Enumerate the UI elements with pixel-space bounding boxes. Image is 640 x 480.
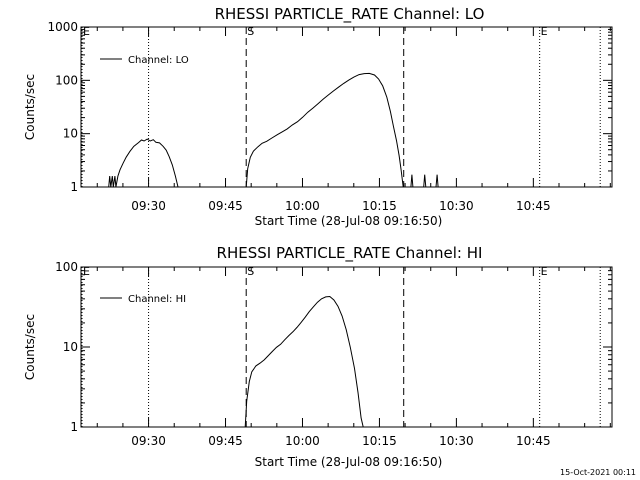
plot-frame <box>80 26 613 188</box>
annotation-label: E <box>83 265 90 278</box>
x-tick-label: 10:15 <box>362 434 397 448</box>
series-line-segment <box>245 72 404 188</box>
x-tick-label: 10:30 <box>439 199 474 213</box>
chart-title: RHESSI PARTICLE_RATE Channel: LO <box>215 5 485 24</box>
legend-label: Channel: HI <box>128 294 186 305</box>
annotation-label: S <box>247 265 254 278</box>
x-tick-label: 10:30 <box>439 434 474 448</box>
footer-timestamp: 15-Oct-2021 00:11 <box>560 468 636 477</box>
x-tick-label: 09:45 <box>208 199 243 213</box>
series-line-segment <box>244 295 364 428</box>
x-tick-label: 09:45 <box>208 434 243 448</box>
y-tick-label: 1000 <box>47 20 78 34</box>
series-line-segment <box>435 174 439 188</box>
x-tick-label: 10:45 <box>516 199 551 213</box>
y-axis-title: Counts/sec <box>23 314 37 380</box>
y-axis-title: Counts/sec <box>23 74 37 140</box>
x-tick-label: 10:45 <box>516 434 551 448</box>
annotation-label: E <box>83 25 90 38</box>
chart-panel-1: RHESSI PARTICLE_RATE Channel: HI 1 10 100 09… <box>23 244 613 469</box>
series-line-segment <box>423 174 427 188</box>
annotation-label: E <box>541 265 548 278</box>
y-tick-label: 10 <box>63 127 78 141</box>
y-tick-label: 1 <box>70 420 78 434</box>
y-tick-label: 100 <box>55 73 78 87</box>
legend-label: Channel: LO <box>128 55 189 66</box>
series-line-segment <box>108 138 179 188</box>
plot-frame <box>80 266 613 428</box>
annotation-label: S <box>247 25 254 38</box>
x-axis-title: Start Time (28-Jul-08 09:16:50) <box>255 455 443 469</box>
x-axis-title: Start Time (28-Jul-08 09:16:50) <box>255 214 443 228</box>
x-tick-label: 10:00 <box>285 434 320 448</box>
x-tick-label: 09:30 <box>131 199 166 213</box>
annotation-label: E <box>541 25 548 38</box>
x-tick-label: 09:30 <box>131 434 166 448</box>
y-tick-label: 10 <box>63 340 78 354</box>
chart-panel-0: RHESSI PARTICLE_RATE Channel: LO 1 10 100 10… <box>23 5 613 228</box>
y-tick-label: 1 <box>70 180 78 194</box>
x-tick-label: 10:15 <box>362 199 397 213</box>
y-tick-label: 100 <box>55 260 78 274</box>
chart-title: RHESSI PARTICLE_RATE Channel: HI <box>217 244 483 263</box>
series-line-segment <box>410 174 414 188</box>
x-tick-label: 10:00 <box>285 199 320 213</box>
